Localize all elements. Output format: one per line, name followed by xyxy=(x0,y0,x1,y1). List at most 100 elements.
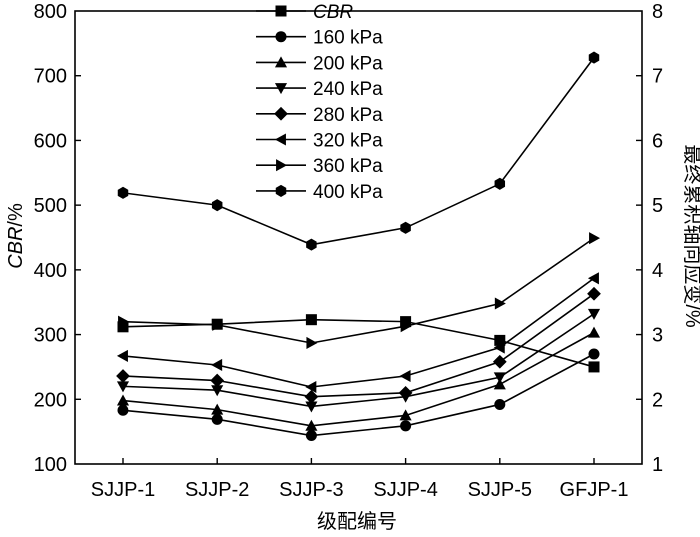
y-right-tick-label: 2 xyxy=(652,389,663,411)
series-200-kpa xyxy=(116,326,601,431)
y-axis-right-label: 最终累积轴向应变/% xyxy=(681,144,700,328)
data-point-cbr xyxy=(588,361,600,373)
y-left-tick-label: 700 xyxy=(34,66,67,88)
y-left-tick-label: 100 xyxy=(34,454,67,476)
data-point-320-kpa xyxy=(211,358,223,372)
y-right-tick-label: 5 xyxy=(652,195,663,217)
y-axis-left-label-suffix: /% xyxy=(5,203,27,227)
data-point-280-kpa xyxy=(398,385,413,400)
y-left-tick-label: 800 xyxy=(34,1,67,23)
data-point-200-kpa xyxy=(116,394,130,406)
series-line-400-kpa xyxy=(122,57,595,246)
legend-label-240-kpa: 240 kPa xyxy=(313,79,383,100)
legend-marker-400-kpa xyxy=(275,184,287,197)
y-left-tick-label: 200 xyxy=(34,389,67,411)
x-axis-label: 级配编号 xyxy=(317,510,397,533)
y-axis-left-label: CBR/% xyxy=(5,203,27,269)
legend-marker-160-kpa xyxy=(275,31,287,43)
data-point-200-kpa xyxy=(211,403,224,415)
legend-label-400-kpa: 400 kPa xyxy=(313,182,383,203)
data-point-320-kpa xyxy=(587,272,599,285)
legend-label-280-kpa: 280 kPa xyxy=(313,105,383,126)
series-line-320-kpa xyxy=(122,277,595,388)
y-right-tick-label: 8 xyxy=(652,1,663,23)
data-point-400-kpa xyxy=(400,221,411,234)
series-group xyxy=(116,51,601,442)
data-point-160-kpa xyxy=(305,430,317,442)
data-point-cbr xyxy=(117,321,129,333)
x-tick-label: GFJP-1 xyxy=(560,479,629,501)
y-right-tick-label: 3 xyxy=(652,325,663,347)
y-left-tick-label: 500 xyxy=(34,195,67,217)
x-tick-label: SJJP-1 xyxy=(91,479,155,501)
data-point-160-kpa xyxy=(117,404,129,416)
legend-label-cbr: CBR xyxy=(313,2,353,23)
data-point-200-kpa xyxy=(399,409,412,421)
data-point-320-kpa xyxy=(493,341,505,354)
series-line-160-kpa xyxy=(122,353,595,437)
data-point-360-kpa xyxy=(494,297,506,310)
legend-marker-360-kpa xyxy=(276,159,288,172)
x-tick-label: SJJP-4 xyxy=(373,479,437,501)
data-point-400-kpa xyxy=(211,199,223,212)
data-point-cbr xyxy=(400,316,412,328)
data-point-280-kpa xyxy=(116,369,130,383)
data-point-200-kpa xyxy=(493,378,506,390)
legend-label-200-kpa: 200 kPa xyxy=(313,53,383,74)
plot-frame xyxy=(74,10,643,465)
legend-marker-320-kpa xyxy=(274,133,286,146)
data-point-160-kpa xyxy=(211,413,223,425)
data-point-400-kpa xyxy=(306,238,317,251)
data-point-360-kpa xyxy=(589,232,601,245)
series-360-kpa xyxy=(118,232,601,350)
axes: 100 200 300 400 500 600 700 800 1 2 3 4 5 6 7 8 SJJP-1 SJ… xyxy=(34,1,664,501)
legend-marker-280-kpa xyxy=(274,106,288,121)
series-line-280-kpa xyxy=(122,293,595,398)
data-point-360-kpa xyxy=(212,318,224,331)
data-point-360-kpa xyxy=(118,315,130,328)
legend-marker-240-kpa xyxy=(274,83,288,95)
data-point-320-kpa xyxy=(116,349,128,362)
y-right-tick-label: 4 xyxy=(652,260,663,282)
x-tick-label: SJJP-2 xyxy=(185,479,249,501)
data-point-280-kpa xyxy=(304,389,319,404)
data-point-200-kpa xyxy=(587,326,601,338)
x-tick-label: SJJP-3 xyxy=(279,479,343,501)
series-320-kpa xyxy=(116,272,599,394)
data-point-280-kpa xyxy=(492,354,507,369)
data-point-160-kpa xyxy=(400,420,412,432)
data-point-200-kpa xyxy=(305,419,318,431)
y-axis-left-label-italic: CBR xyxy=(5,227,27,269)
data-point-320-kpa xyxy=(305,380,317,394)
series-line-240-kpa xyxy=(122,313,595,408)
legend-marker-200-kpa xyxy=(274,56,288,68)
data-point-cbr xyxy=(305,314,317,326)
y-right-tick-label: 7 xyxy=(652,66,663,88)
data-point-240-kpa xyxy=(211,385,224,397)
legend-label-160-kpa: 160 kPa xyxy=(313,28,383,49)
legend-label-320-kpa: 320 kPa xyxy=(313,131,383,152)
data-point-160-kpa xyxy=(588,348,600,360)
legend-marker-cbr xyxy=(275,5,287,17)
y-left-tick-label: 300 xyxy=(34,325,67,347)
y-right-tick-label: 6 xyxy=(652,130,663,152)
data-point-240-kpa xyxy=(116,381,130,393)
data-point-320-kpa xyxy=(399,369,411,383)
data-point-280-kpa xyxy=(210,373,225,388)
series-line-200-kpa xyxy=(122,331,595,427)
data-point-400-kpa xyxy=(494,177,506,190)
y-left-tick-label: 400 xyxy=(34,260,67,282)
data-point-400-kpa xyxy=(588,51,600,64)
y-left-tick-label: 600 xyxy=(34,130,67,152)
data-point-cbr xyxy=(494,334,506,346)
data-point-240-kpa xyxy=(587,308,601,320)
data-point-240-kpa xyxy=(493,372,506,384)
series-cbr xyxy=(117,314,600,373)
x-tick-label: SJJP-5 xyxy=(468,479,532,501)
series-280-kpa xyxy=(116,286,601,404)
series-line-cbr xyxy=(122,318,595,368)
data-point-280-kpa xyxy=(587,286,601,301)
series-400-kpa xyxy=(117,51,600,251)
data-point-360-kpa xyxy=(306,336,318,350)
